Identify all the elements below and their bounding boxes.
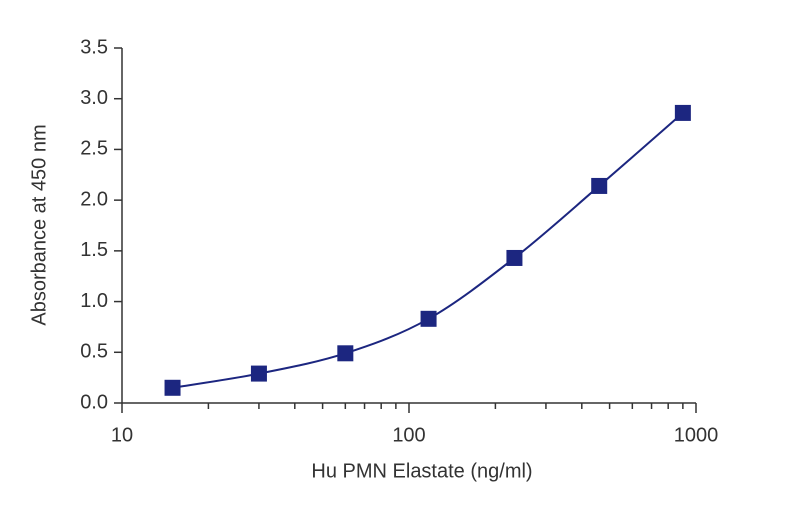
x-tick-label: 100 — [392, 424, 425, 446]
x-tick-label: 1000 — [674, 424, 719, 446]
marker — [250, 365, 267, 382]
y-tick-label: 0.5 — [80, 341, 108, 363]
fit-curve — [172, 112, 684, 389]
y-tick-label: 1.5 — [80, 239, 108, 261]
marker — [420, 310, 437, 327]
y-tick-label: 3.0 — [80, 87, 108, 109]
marker — [337, 345, 354, 362]
y-tick-label: 2.5 — [80, 138, 108, 160]
y-tick-label: 1.0 — [80, 290, 108, 312]
x-tick-label: 10 — [111, 424, 133, 446]
marker — [506, 249, 523, 266]
y-tick-label: 3.5 — [80, 36, 108, 58]
marker — [591, 177, 608, 194]
marker — [164, 379, 181, 396]
y-tick-label: 0.0 — [80, 391, 108, 413]
y-tick-label: 2.0 — [80, 188, 108, 210]
x-axis-label: Hu PMN Elastate (ng/ml) — [311, 460, 532, 482]
marker — [674, 104, 691, 121]
y-axis-label: Absorbance at 450 nm — [28, 124, 50, 325]
